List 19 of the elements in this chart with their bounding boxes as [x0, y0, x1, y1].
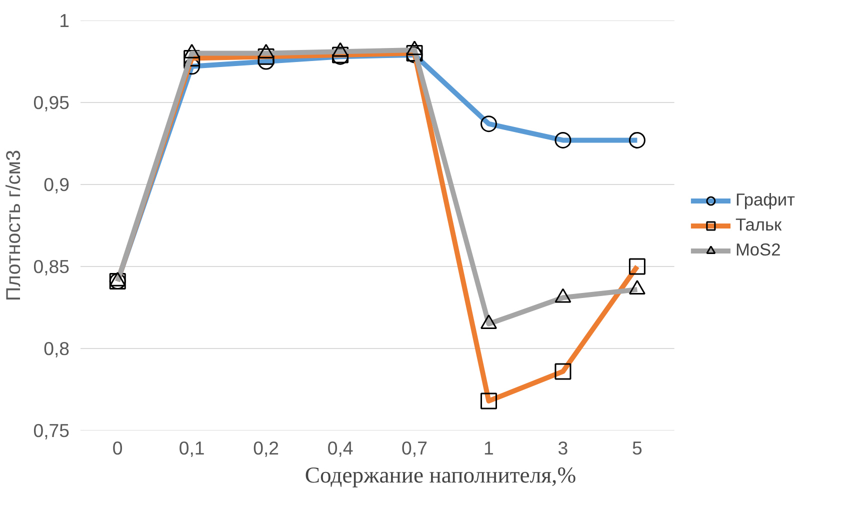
x-tick-label: 0,1	[178, 438, 205, 458]
legend-label: Тальк	[735, 214, 782, 236]
y-tick-label: 0,95	[33, 92, 70, 113]
x-tick-label: 0,7	[402, 438, 428, 458]
x-tick-label: 0	[112, 438, 123, 458]
y-tick-label: 1	[59, 10, 70, 31]
x-tick-label: 5	[632, 438, 642, 458]
y-axis-title: Плотность г/см3	[3, 150, 26, 302]
y-tick-label: 0,8	[44, 338, 70, 359]
x-axis-title: Содержание наполнителя,%	[304, 462, 576, 488]
x-tick-label: 3	[558, 438, 568, 458]
legend-label: MoS2	[735, 240, 781, 260]
y-tick-label: 0,9	[44, 174, 70, 195]
x-tick-label: 1	[484, 438, 494, 458]
x-tick-label: 0,2	[253, 438, 280, 458]
x-tick-label: 0,4	[327, 438, 354, 458]
legend-label: Графит	[735, 190, 795, 210]
y-tick-label: 0,75	[33, 420, 70, 441]
y-tick-label: 0,85	[33, 256, 70, 277]
